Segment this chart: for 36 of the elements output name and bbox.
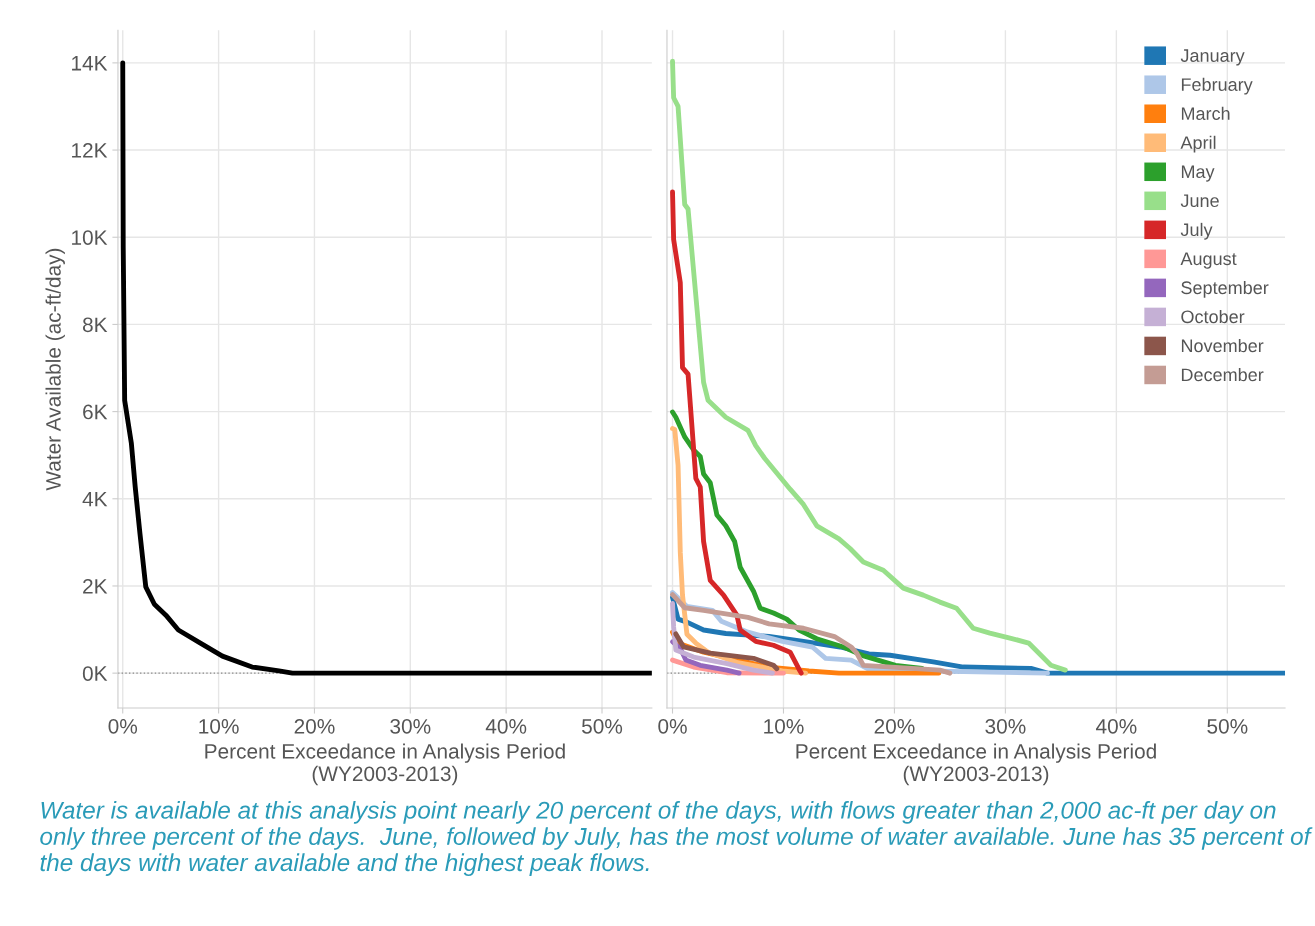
legend-label: October [1181, 309, 1245, 324]
y-tick-label: 12K [72, 143, 108, 158]
x-axis-title: Percent Exceedance in Analysis Period (WY2003-2013) [205, 743, 565, 786]
x-tick-label: 30% [390, 718, 431, 734]
legend-label: January [1180, 49, 1245, 66]
x-tick-label: 40% [485, 718, 527, 734]
x-tick-label: 50% [1207, 718, 1248, 734]
y-tick-label: 2K [83, 578, 108, 594]
x-tick-label: 0% [658, 718, 687, 734]
legend-label: July [1180, 222, 1213, 240]
x-tick-label: 20% [874, 718, 915, 734]
y-axis-title: Water Available (ac-ft/day) [45, 248, 65, 491]
x-tick-label: 0% [108, 718, 138, 734]
x-tick-label: 20% [294, 718, 335, 734]
text: Water is available at this analysis point nearly 20 percent of the days, with flows greater than 2,000 ac-ft per day on only three percent of the days. June, followed by July, has the most volume of water available. June has 35 percent of the days with water available and the highest peak flows. [40, 800, 1313, 877]
y-tick-label: 14K [72, 56, 108, 71]
legend-label: November [1181, 338, 1264, 353]
legend-label: May [1181, 165, 1215, 182]
legend-label: June [1180, 194, 1219, 208]
y-tick-label: 8K [82, 317, 108, 333]
legend-label: March [1181, 106, 1230, 121]
x-axis-title: Percent Exceedance in Analysis Period (WY2003-2013) [796, 743, 1156, 786]
x-tick-label: 10% [764, 718, 804, 734]
legend-label: February [1181, 77, 1253, 95]
y-tick-label: 0K [82, 666, 108, 681]
y-tick-label: 6K [83, 404, 108, 420]
x-tick-label: 30% [985, 718, 1026, 734]
legend-label: April [1180, 135, 1216, 153]
y-tick-label: 4K [82, 492, 108, 507]
legend-label: December [1181, 367, 1264, 382]
y-tick-label: 10K [72, 230, 108, 245]
legend-label: August [1180, 252, 1237, 269]
x-tick-label: 40% [1095, 718, 1137, 734]
x-tick-label: 10% [199, 718, 239, 734]
legend-label: September [1181, 280, 1269, 298]
x-tick-label: 50% [581, 718, 623, 734]
